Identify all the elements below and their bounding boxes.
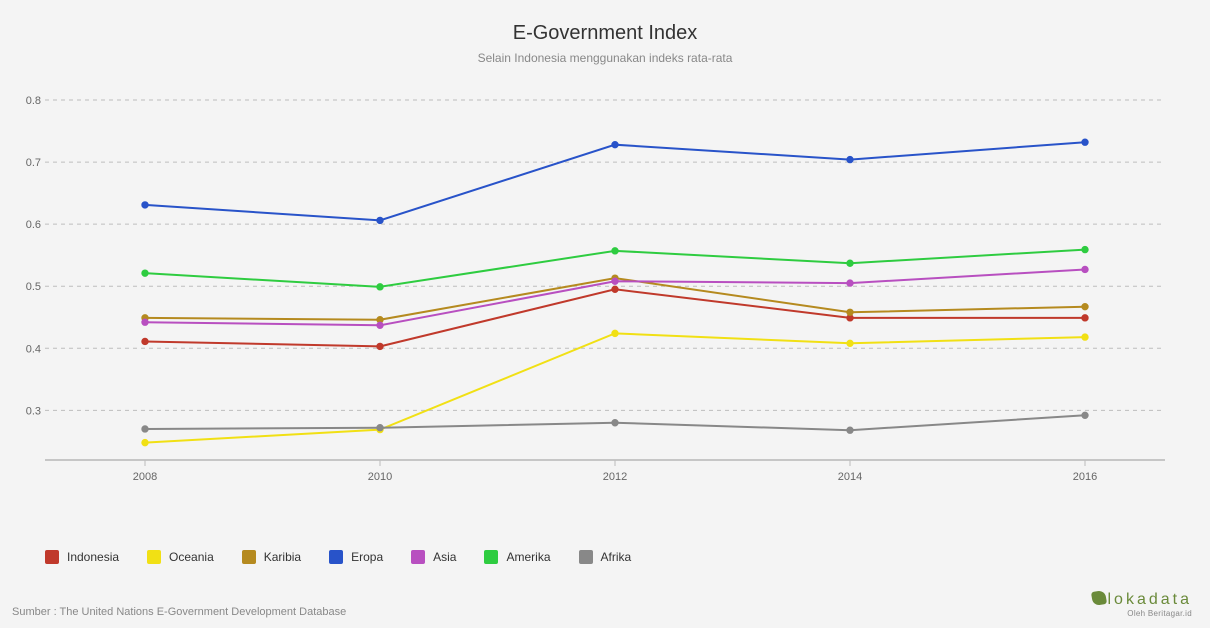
series-marker [377, 343, 383, 349]
legend-label: Karibia [264, 550, 301, 564]
series-marker [847, 280, 853, 286]
series-marker [612, 248, 618, 254]
series-marker [1082, 334, 1088, 340]
chart-title: E-Government Index [0, 0, 1210, 45]
y-axis-label: 0.4 [26, 343, 41, 355]
y-axis-label: 0.7 [26, 157, 41, 169]
series-marker [847, 427, 853, 433]
brand-subtext: Oleh Beritagar.id [1092, 609, 1193, 618]
x-axis-label: 2010 [368, 471, 392, 483]
x-axis-label: 2014 [838, 471, 862, 483]
legend-label: Oceania [169, 550, 214, 564]
series-marker [142, 426, 148, 432]
series-marker [1082, 412, 1088, 418]
series-marker [612, 420, 618, 426]
brand-name-text: lokadata [1108, 591, 1193, 608]
series-marker [142, 338, 148, 344]
y-axis-label: 0.5 [26, 281, 41, 293]
legend-item[interactable]: Karibia [242, 550, 301, 564]
legend-swatch [147, 550, 161, 564]
legend-label: Eropa [351, 550, 383, 564]
series-marker [847, 260, 853, 266]
leaf-icon [1090, 590, 1106, 606]
legend-label: Indonesia [67, 550, 119, 564]
series-marker [1082, 139, 1088, 145]
y-axis-label: 0.3 [26, 405, 41, 417]
chart-plot-area: 0.30.40.50.60.70.820082010201220142016 [35, 90, 1185, 490]
series-marker [1082, 303, 1088, 309]
series-marker [847, 340, 853, 346]
legend-swatch [45, 550, 59, 564]
chart-subtitle: Selain Indonesia menggunakan indeks rata… [0, 45, 1210, 65]
series-marker [1082, 246, 1088, 252]
series-marker [142, 319, 148, 325]
brand-name: lokadata [1092, 591, 1193, 609]
legend-swatch [579, 550, 593, 564]
x-axis-label: 2012 [603, 471, 627, 483]
legend-label: Afrika [601, 550, 632, 564]
x-axis-label: 2008 [133, 471, 157, 483]
legend-swatch [242, 550, 256, 564]
chart-legend: Indonesia Oceania Karibia Eropa Asia Amerika A… [45, 550, 631, 564]
series-marker [847, 156, 853, 162]
series-marker [377, 284, 383, 290]
legend-item[interactable]: Asia [411, 550, 456, 564]
series-marker [612, 286, 618, 292]
legend-swatch [329, 550, 343, 564]
series-marker [612, 141, 618, 147]
legend-item[interactable]: Oceania [147, 550, 214, 564]
series-marker [612, 278, 618, 284]
series-marker [377, 425, 383, 431]
legend-item[interactable]: Amerika [484, 550, 550, 564]
series-marker [377, 322, 383, 328]
brand-logo: lokadata Oleh Beritagar.id [1092, 591, 1193, 618]
series-marker [142, 202, 148, 208]
series-marker [377, 217, 383, 223]
series-marker [612, 330, 618, 336]
legend-item[interactable]: Indonesia [45, 550, 119, 564]
y-axis-label: 0.6 [26, 219, 41, 231]
chart-svg: 0.30.40.50.60.70.820082010201220142016 [35, 90, 1185, 490]
legend-label: Asia [433, 550, 456, 564]
legend-item[interactable]: Eropa [329, 550, 383, 564]
series-marker [1082, 315, 1088, 321]
x-axis-label: 2016 [1073, 471, 1097, 483]
series-marker [142, 439, 148, 445]
series-line [145, 289, 1085, 346]
legend-label: Amerika [506, 550, 550, 564]
series-marker [847, 309, 853, 315]
chart-container: E-Government Index Selain Indonesia meng… [0, 0, 1210, 628]
legend-swatch [411, 550, 425, 564]
series-marker [1082, 266, 1088, 272]
legend-swatch [484, 550, 498, 564]
legend-item[interactable]: Afrika [579, 550, 632, 564]
series-line [145, 142, 1085, 220]
source-text: Sumber : The United Nations E-Government… [12, 606, 346, 618]
y-axis-label: 0.8 [26, 95, 41, 107]
series-marker [142, 270, 148, 276]
